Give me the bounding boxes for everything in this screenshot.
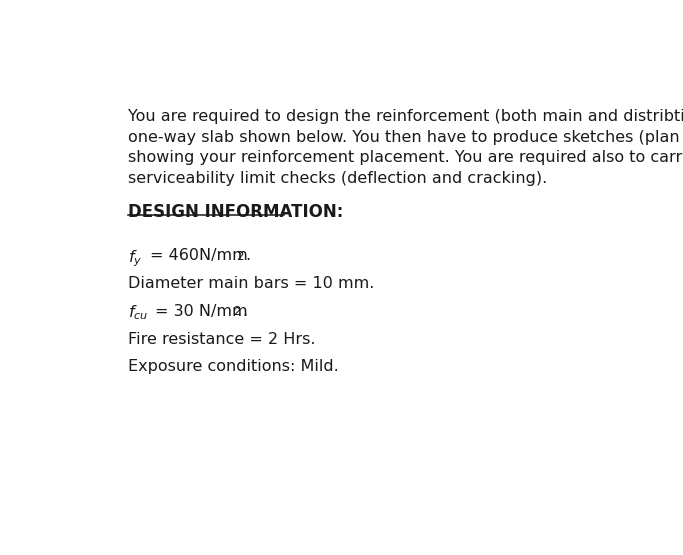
Text: .: . bbox=[242, 304, 247, 319]
Text: $f_y$: $f_y$ bbox=[128, 248, 142, 269]
Text: .: . bbox=[245, 248, 251, 263]
Text: Exposure conditions: Mild.: Exposure conditions: Mild. bbox=[128, 359, 339, 374]
Text: Fire resistance = 2 Hrs.: Fire resistance = 2 Hrs. bbox=[128, 331, 316, 346]
Text: $f_{cu}$: $f_{cu}$ bbox=[128, 304, 148, 322]
Text: DESIGN INFORMATION:: DESIGN INFORMATION: bbox=[128, 203, 343, 221]
Text: = 30 N/mm: = 30 N/mm bbox=[155, 304, 248, 319]
Text: 2: 2 bbox=[233, 305, 240, 319]
Text: = 460N/mm: = 460N/mm bbox=[150, 248, 248, 263]
Text: Diameter main bars = 10 mm.: Diameter main bars = 10 mm. bbox=[128, 276, 374, 291]
Text: 2: 2 bbox=[236, 250, 244, 263]
Text: You are required to design the reinforcement (both main and distribtion) for the: You are required to design the reinforce… bbox=[128, 109, 683, 185]
